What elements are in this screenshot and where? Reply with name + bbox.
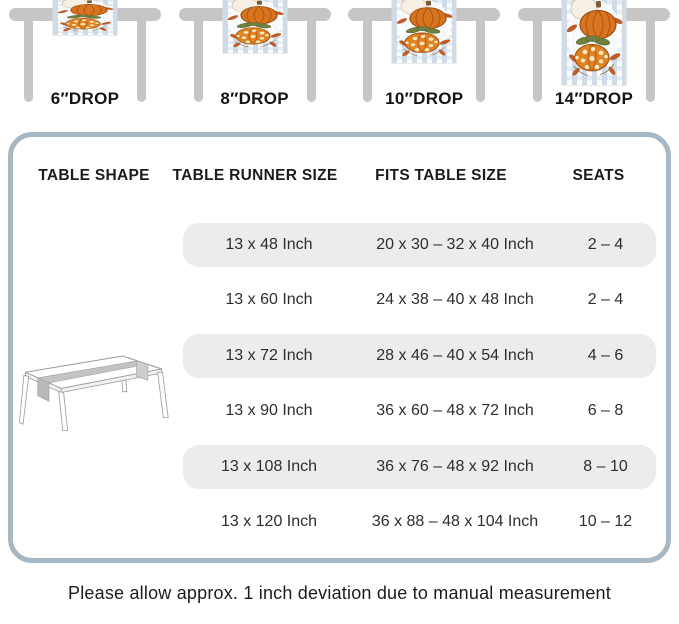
table-row: 13 x 120 Inch 36 x 88 – 48 x 104 Inch 10… bbox=[169, 495, 656, 551]
runner-size-value: 13 x 72 Inch bbox=[225, 346, 313, 364]
runner-size-value: 13 x 60 Inch bbox=[225, 291, 313, 309]
pumpkin-runner-icon bbox=[53, 0, 117, 35]
column-header-fits-table-size: FITS TABLE SIZE bbox=[375, 167, 507, 184]
seats-value: 6 – 8 bbox=[587, 402, 624, 420]
fits-size-value: 28 x 46 – 40 x 54 Inch bbox=[376, 346, 534, 364]
table-row: 13 x 60 Inch 24 x 38 – 40 x 48 Inch 2 – … bbox=[169, 273, 656, 329]
drop-label: 10″DROP bbox=[385, 89, 464, 108]
fits-size-value: 36 x 88 – 48 x 104 Inch bbox=[371, 513, 539, 531]
drop-figures-row: 6″DROP 8″DROP 10″DROP 14″DROP bbox=[0, 0, 679, 115]
table-leg bbox=[476, 18, 486, 102]
seats-value: 10 – 12 bbox=[578, 513, 633, 531]
seats-value: 4 – 6 bbox=[587, 346, 624, 364]
table-row: 13 x 72 Inch 28 x 46 – 40 x 54 Inch 4 – … bbox=[169, 328, 656, 384]
table-row: 13 x 48 Inch 20 x 30 – 32 x 40 Inch 2 – … bbox=[169, 217, 656, 273]
fits-size-value: 24 x 38 – 40 x 48 Inch bbox=[376, 291, 534, 309]
size-chart-card: TABLE SHAPE TABLE RUNNER SIZE FITS TABLE… bbox=[8, 132, 671, 563]
pumpkin-runner-icon bbox=[392, 0, 457, 63]
runner-size-value: 13 x 90 Inch bbox=[225, 402, 313, 420]
table-sketch-icon bbox=[19, 217, 169, 550]
fits-size-value: 36 x 60 – 48 x 72 Inch bbox=[376, 402, 534, 420]
seats-value: 2 – 4 bbox=[587, 291, 624, 309]
measurement-note: Please allow approx. 1 inch deviation du… bbox=[68, 583, 611, 603]
table-leg bbox=[532, 18, 542, 102]
runner-size-value: 13 x 120 Inch bbox=[220, 513, 318, 531]
runner-size-value: 13 x 108 Inch bbox=[220, 457, 318, 475]
pumpkin-runner-icon bbox=[561, 0, 626, 85]
column-header-seats: SEATS bbox=[572, 167, 625, 184]
drop-label: 14″DROP bbox=[554, 89, 634, 108]
table-row: 13 x 90 Inch 36 x 60 – 48 x 72 Inch 6 – … bbox=[169, 384, 656, 440]
column-header-table-shape: TABLE SHAPE bbox=[38, 167, 150, 184]
pumpkin-runner-icon bbox=[222, 0, 287, 53]
table-row: 13 x 108 Inch 36 x 76 – 48 x 92 Inch 8 –… bbox=[169, 439, 656, 495]
table-leg bbox=[24, 18, 33, 102]
runner-size-value: 13 x 48 Inch bbox=[225, 235, 313, 253]
table-leg bbox=[193, 18, 203, 102]
table-figure-14-drop: 14″DROP bbox=[515, 0, 673, 115]
table-leg bbox=[137, 18, 146, 102]
column-header-runner-size: TABLE RUNNER SIZE bbox=[172, 167, 338, 184]
size-chart-grid: TABLE SHAPE TABLE RUNNER SIZE FITS TABLE… bbox=[19, 153, 656, 550]
table-figure-8-drop: 8″DROP bbox=[176, 0, 334, 115]
fits-size-value: 36 x 76 – 48 x 92 Inch bbox=[376, 457, 534, 475]
fits-size-value: 20 x 30 – 32 x 40 Inch bbox=[376, 235, 534, 253]
table-leg bbox=[306, 18, 316, 102]
table-figure-6-drop: 6″DROP bbox=[6, 0, 164, 115]
seats-value: 8 – 10 bbox=[583, 457, 628, 475]
table-leg bbox=[363, 18, 373, 102]
seats-value: 2 – 4 bbox=[587, 235, 624, 253]
drop-label: 8″DROP bbox=[220, 89, 289, 108]
drop-label: 6″DROP bbox=[50, 89, 120, 108]
table-leg bbox=[645, 18, 655, 102]
table-figure-10-drop: 10″DROP bbox=[345, 0, 503, 115]
